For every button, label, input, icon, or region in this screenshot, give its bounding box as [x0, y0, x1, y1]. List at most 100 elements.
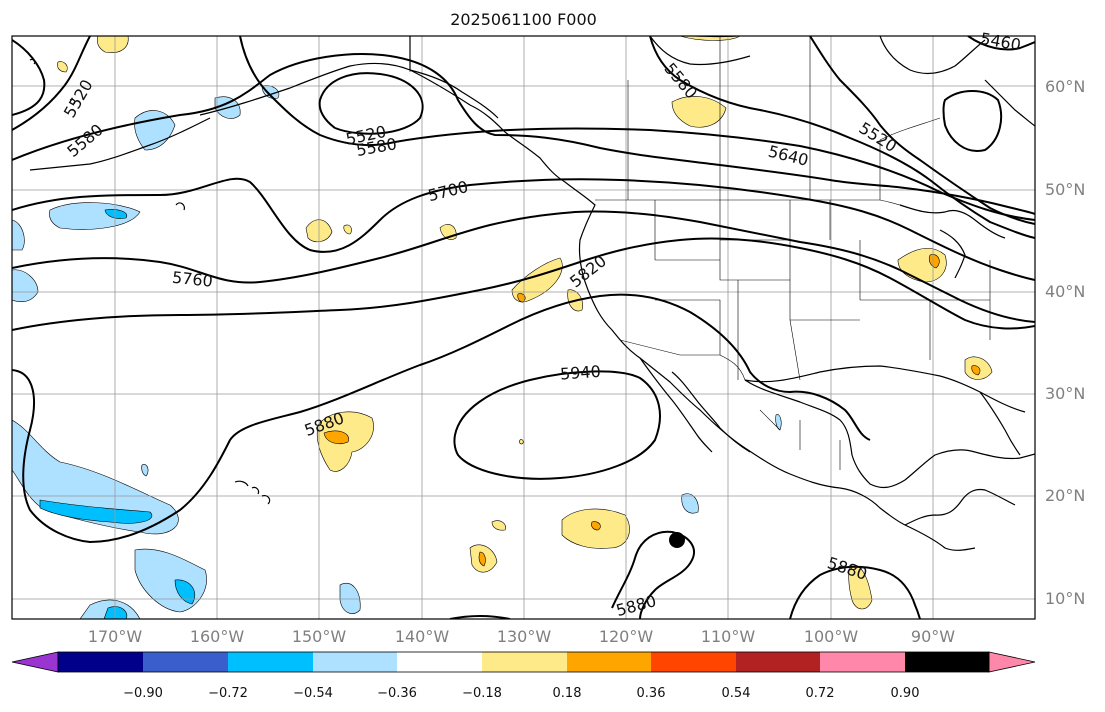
positive-shade-core	[971, 365, 981, 376]
colorbar-tick-label: −0.72	[208, 686, 248, 701]
contour-line	[789, 565, 921, 619]
positive-shade-region	[343, 224, 352, 235]
location-marker	[669, 532, 685, 548]
negative-shade-region	[134, 110, 176, 151]
colorbar-tick-label: 0.72	[806, 686, 835, 701]
negative-shade-region	[12, 219, 25, 251]
negative-shade-region	[141, 464, 149, 477]
negative-shade-core	[174, 579, 196, 605]
lon-label: 140°W	[395, 627, 450, 646]
coastline-gulf-north	[744, 365, 1026, 413]
lon-label: 110°W	[701, 627, 756, 646]
colorbar-extend-left	[11, 651, 59, 673]
contour-line	[239, 36, 1035, 221]
lon-label: 150°W	[292, 627, 347, 646]
colorbar-segment	[143, 652, 228, 672]
positive-shade-core	[323, 430, 349, 444]
contour-line	[12, 293, 871, 544]
negative-shade-core	[103, 606, 128, 619]
negative-shade-region	[681, 493, 699, 514]
contour-line	[449, 615, 511, 619]
lon-label: 160°W	[190, 627, 245, 646]
latitude-axis: 60°N 50°N 40°N 30°N 20°N 10°N	[1045, 77, 1085, 608]
negative-shade-region	[339, 583, 361, 614]
colorbar-tick-label: −0.54	[293, 686, 333, 701]
lat-label: 20°N	[1045, 486, 1085, 505]
shaded-fields	[12, 36, 993, 619]
contour-line	[12, 53, 1035, 215]
contour-line	[12, 177, 1035, 281]
positive-shade-region	[519, 439, 524, 445]
lat-label: 60°N	[1045, 77, 1085, 96]
contour-line	[453, 370, 661, 480]
coastline-alaska	[199, 62, 411, 116]
colorbar-segment	[313, 652, 397, 672]
great-lakes	[899, 204, 1006, 239]
colorbar: −0.90 −0.72 −0.54 −0.36 −0.18 0.18 0.36 …	[11, 651, 1036, 701]
positive-shade-region	[491, 520, 506, 531]
positive-shade-core	[478, 551, 486, 567]
plot-area	[12, 36, 1035, 619]
positive-shade-region	[57, 61, 68, 73]
colorbar-segment	[567, 652, 651, 672]
coastline-gulf	[744, 379, 1035, 489]
border-canada-us	[595, 199, 911, 209]
colorbar-segment	[228, 652, 313, 672]
border-us-mexico	[619, 339, 746, 381]
coastline-north-america	[409, 36, 976, 551]
lat-label: 30°N	[1045, 384, 1085, 403]
colorbar-tick-label: 0.54	[722, 686, 751, 701]
coastline-canada-north	[649, 36, 751, 66]
contour-line	[12, 237, 1035, 331]
contour-line	[611, 530, 695, 619]
contour-label: 5760	[171, 268, 213, 291]
colorbar-segment	[482, 652, 567, 672]
contour-line	[12, 39, 46, 116]
great-lakes-2	[939, 229, 966, 279]
colorbar-tick-label: −0.18	[462, 686, 502, 701]
colorbar-tick-label: 0.36	[637, 686, 666, 701]
colorbar-segment	[397, 652, 482, 672]
lat-label: 10°N	[1045, 589, 1085, 608]
negative-shade-core	[104, 209, 128, 219]
lon-label: 130°W	[497, 627, 552, 646]
colorbar-tick-label: −0.36	[377, 686, 417, 701]
colorbar-segment	[820, 652, 905, 672]
positive-shade-region	[511, 257, 563, 303]
colorbar-outline	[57, 651, 990, 673]
plot-frame	[11, 35, 1036, 620]
negative-shade-region	[49, 202, 141, 230]
colorbar-segment	[905, 652, 989, 672]
lat-label: 50°N	[1045, 180, 1085, 199]
lon-label: 170°W	[88, 627, 143, 646]
lon-label: 90°W	[911, 627, 955, 646]
height-contours	[12, 36, 1035, 619]
longitude-axis: 170°W 160°W 150°W 140°W 130°W 120°W 110°…	[88, 627, 955, 646]
coastline-hudson	[879, 36, 986, 75]
map-title: 2025061100 F000	[450, 10, 597, 29]
coastline-aleutians	[29, 117, 211, 171]
coastline-florida	[979, 391, 1021, 456]
contour-line	[318, 72, 424, 135]
coastline-yucatan	[904, 488, 1016, 526]
contour-line	[809, 36, 1035, 225]
lat-label: 40°N	[1045, 282, 1085, 301]
border-canada-provinces	[627, 36, 941, 200]
coastline-mexico-inner	[671, 371, 751, 453]
hawaii-islands	[234, 480, 271, 505]
positive-shade-core	[591, 521, 601, 531]
positive-shade-region	[96, 36, 129, 53]
coastlines	[29, 36, 1035, 551]
lon-label: 100°W	[804, 627, 859, 646]
lon-label: 120°W	[599, 627, 654, 646]
contour-line	[649, 36, 1035, 239]
coastline-alaska-south	[409, 69, 499, 119]
colorbar-tick-label: −0.90	[123, 686, 163, 701]
contour-line	[12, 36, 91, 131]
positive-shade-core	[517, 293, 526, 303]
positive-shade-region	[848, 564, 873, 610]
contour-line	[12, 210, 1035, 323]
colorbar-tick-label: 0.90	[891, 686, 920, 701]
border-mexico-states	[759, 409, 841, 470]
